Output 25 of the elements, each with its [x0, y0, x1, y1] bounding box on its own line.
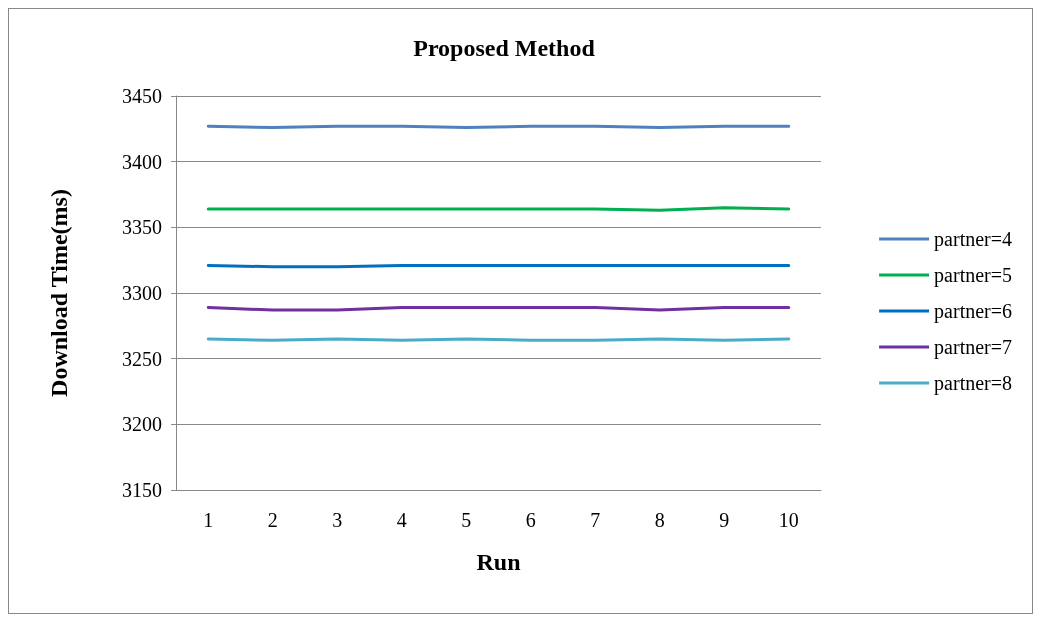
y-tick-label: 3300 [122, 282, 162, 304]
x-tick-label: 8 [654, 509, 665, 531]
x-tick-label: 9 [719, 509, 730, 531]
x-tick-label: 10 [778, 509, 799, 531]
y-tick-label: 3200 [122, 413, 162, 436]
x-tick-label: 3 [332, 509, 343, 531]
legend-label: partner=4 [934, 228, 1013, 251]
y-tick-label: 3250 [122, 347, 162, 370]
y-tick-label: 3350 [122, 216, 162, 239]
x-axis-title: Run [476, 549, 521, 575]
x-tick-label: 7 [590, 509, 601, 531]
y-tick-label: 3450 [122, 85, 162, 107]
x-tick-label: 1 [203, 509, 214, 531]
x-tick-label: 5 [461, 509, 472, 531]
legend-label: partner=5 [934, 264, 1013, 287]
x-tick-label: 6 [525, 509, 536, 531]
legend-label: partner=6 [934, 300, 1013, 323]
legend-label: partner=7 [934, 336, 1013, 359]
y-tick-label: 3150 [122, 479, 162, 501]
y-tick-label: 3400 [122, 150, 162, 173]
legend-label: partner=8 [934, 372, 1013, 395]
x-tick-label: 4 [396, 509, 407, 531]
y-axis-title: Download Time(ms) [46, 189, 72, 397]
x-tick-label: 2 [267, 509, 278, 531]
chart-title: Proposed Method [413, 35, 596, 61]
